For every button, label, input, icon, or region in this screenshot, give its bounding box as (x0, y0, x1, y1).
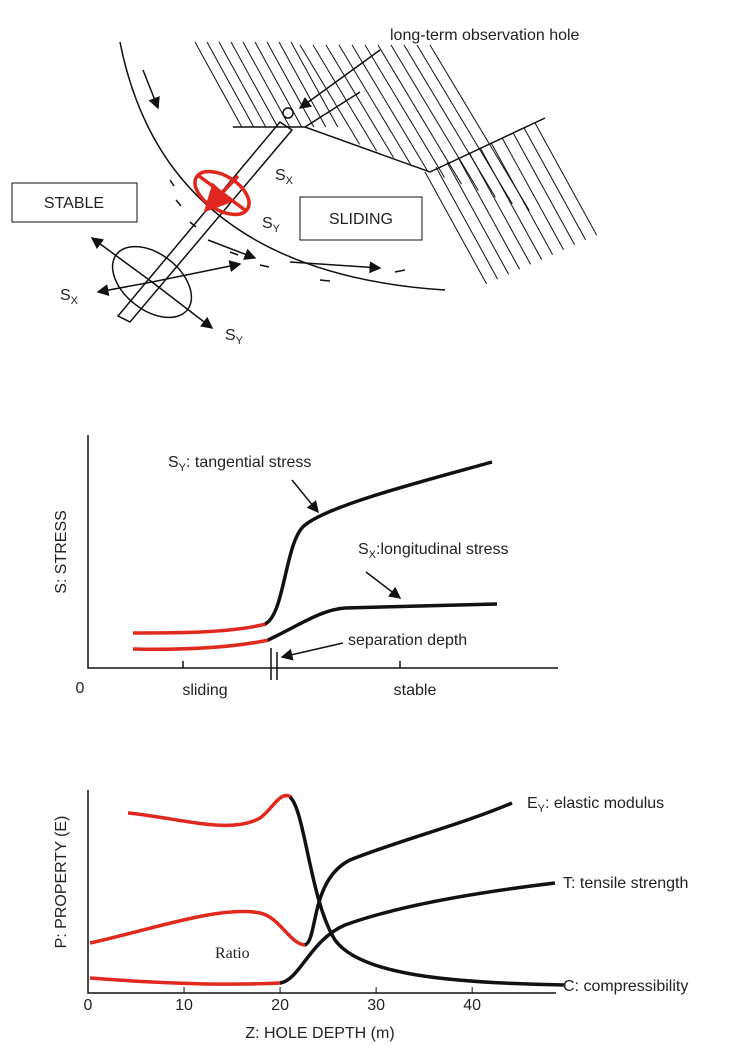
symbol: S (275, 167, 286, 184)
hatch-line (326, 45, 394, 158)
stress-arrow (152, 264, 240, 282)
hatch-line (436, 167, 498, 279)
pointer-arrow (300, 50, 380, 108)
tangential-label: SY: tangential stress (168, 454, 311, 474)
x-label: sliding (182, 682, 227, 699)
subscript: Y (273, 223, 281, 235)
longitudinal-label: SX:longitudinal stress (358, 541, 509, 561)
figure: long-term observation hole STABLE SLIDIN… (0, 0, 747, 1053)
hatch-line (291, 42, 338, 127)
t-curve-sliding (90, 978, 281, 984)
hatch-line (267, 42, 314, 127)
hatch-line (339, 45, 411, 164)
hatch-line (447, 162, 509, 274)
hatch-line (255, 42, 302, 127)
hatch-line (195, 42, 242, 127)
hatch-line (535, 123, 597, 235)
observation-hole-label: long-term observation hole (390, 27, 580, 44)
stress-arrow (92, 238, 152, 282)
hatch-line (231, 42, 278, 127)
hatch-line (219, 42, 266, 127)
symbol: S (262, 215, 273, 232)
hatch-line (502, 138, 564, 250)
x-tick-label: 20 (271, 997, 289, 1014)
origin-label: 0 (76, 680, 85, 697)
hatch-line (207, 42, 254, 127)
symbol: S (168, 454, 179, 471)
hatch-line (513, 133, 575, 245)
compressibility-label: C: compressibility (563, 978, 688, 995)
hatch-line (458, 157, 520, 269)
stress-label: SX (275, 167, 294, 187)
sliding-label: SLIDING (329, 211, 393, 228)
pointer-arrow (282, 643, 343, 657)
movement-arrow (143, 70, 158, 108)
symbol: S (225, 327, 236, 344)
x-axis-label: Z: HOLE DEPTH (m) (245, 1025, 394, 1042)
stress-label: SX (60, 287, 79, 307)
hatch-line (300, 45, 360, 144)
elastic-label: EY: elastic modulus (527, 795, 664, 815)
sx-curve-sliding (133, 640, 269, 649)
symbol: S (60, 287, 71, 304)
symbol: S (358, 541, 369, 558)
x-tick-label: 10 (175, 997, 193, 1014)
subscript: X (71, 295, 79, 307)
x-tick-label: 0 (84, 997, 93, 1014)
tensile-label: T: tensile strength (563, 875, 688, 892)
hatch-line (491, 143, 553, 255)
stress-arrow (152, 282, 212, 328)
stable-label: STABLE (44, 195, 104, 212)
hatch-line (469, 152, 531, 264)
separation-label: separation depth (348, 632, 467, 649)
symbol: E (527, 795, 538, 812)
ratio-label: Ratio (215, 945, 250, 962)
movement-arrow (208, 240, 255, 258)
e-curve-sliding (90, 911, 306, 945)
pointer-arrow (292, 480, 318, 512)
label-text: : tangential stress (186, 454, 311, 471)
hatch-line (480, 148, 542, 260)
label-text: :longitudinal stress (376, 541, 509, 558)
slip-surface (120, 42, 445, 290)
observation-hole (283, 108, 293, 118)
c-curve-sliding (128, 796, 291, 826)
stress-label: SY (262, 215, 281, 235)
c-curve-stable (290, 797, 565, 985)
e-curve-stable (305, 803, 512, 945)
subscript: X (286, 175, 294, 187)
movement-arrow (290, 262, 380, 268)
stress-label: SY (225, 327, 244, 347)
hatch-line (524, 128, 586, 240)
separation-mark (271, 648, 277, 680)
slope-hatching (195, 42, 597, 284)
stress-arrow (98, 282, 152, 292)
label-text: : elastic modulus (545, 795, 664, 812)
x-tick-label: 30 (367, 997, 385, 1014)
hatch-line (365, 45, 444, 177)
sy-curve-sliding (133, 624, 266, 633)
hatch-line (313, 45, 377, 151)
x-tick-label: 40 (463, 997, 481, 1014)
pointer-arrow (366, 572, 400, 598)
axis-ticks (183, 661, 400, 668)
subscript: Y (236, 335, 244, 347)
hatch-line (391, 45, 478, 191)
x-label: stable (394, 682, 437, 699)
terrace-edge (233, 92, 360, 127)
y-axis-label: S: STRESS (53, 510, 70, 594)
y-axis-label: P: PROPERTY (E) (53, 816, 70, 949)
